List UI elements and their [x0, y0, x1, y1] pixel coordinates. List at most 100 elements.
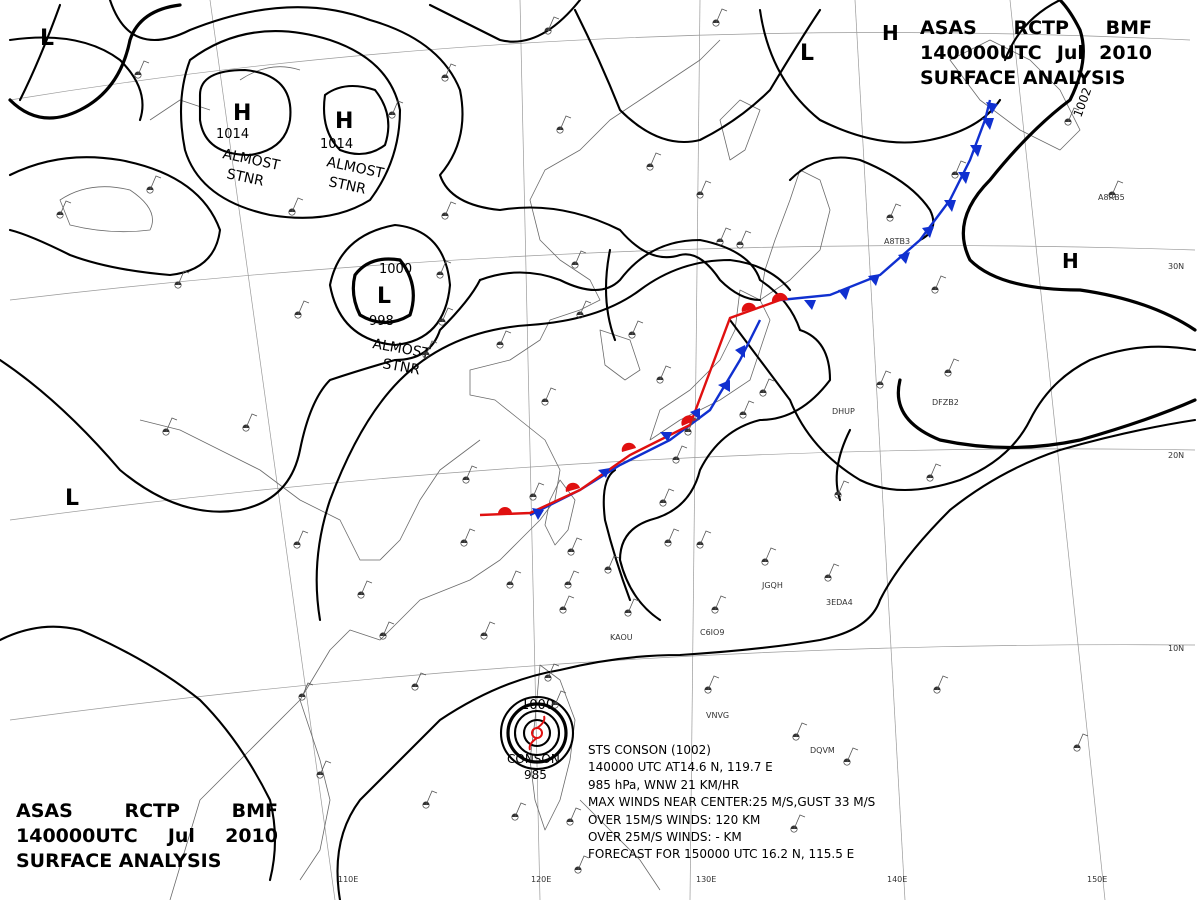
- station-label: A8TB3: [884, 237, 910, 246]
- wind-barb: [547, 663, 560, 679]
- wind-barb: [547, 16, 560, 32]
- wind-barb: [764, 547, 777, 563]
- wind-barb: [1111, 180, 1124, 196]
- pressure-center-high-n: H: [882, 21, 899, 45]
- wind-barb: [177, 270, 190, 286]
- station-marker-fill: [664, 539, 672, 543]
- station-label: VNVG: [706, 711, 729, 720]
- station-marker-fill: [659, 499, 667, 503]
- station-plots: [56, 8, 1124, 874]
- station-marker-fill: [480, 632, 488, 636]
- station-marker-fill: [1064, 118, 1072, 122]
- wind-barb: [137, 60, 150, 76]
- wind-barb: [936, 675, 949, 691]
- wind-barb: [291, 197, 304, 213]
- wind-barb: [569, 807, 582, 823]
- station-marker-fill: [293, 541, 301, 545]
- wind-barb: [301, 682, 314, 698]
- station-marker-fill: [704, 686, 712, 690]
- wind-barb: [795, 722, 808, 738]
- station-label: KAOU: [610, 633, 633, 642]
- coordinate-labels: 30N 20N 10N 110E 120E 130E 140E 150E: [338, 262, 1184, 884]
- station-marker-fill: [843, 758, 851, 762]
- cold-front-triangles: [532, 102, 998, 520]
- station-marker-fill: [506, 581, 514, 585]
- station-marker-fill: [646, 163, 654, 167]
- wind-barb: [439, 260, 452, 276]
- wind-barb: [662, 488, 675, 504]
- storm-info-line: OVER 15M/S WINDS: 120 KM: [588, 812, 761, 827]
- station-marker-fill: [571, 261, 579, 265]
- wind-barb: [425, 340, 438, 356]
- station-marker-fill: [951, 171, 959, 175]
- station-marker-fill: [759, 389, 767, 393]
- wind-barb: [675, 445, 688, 461]
- wind-barb: [554, 690, 567, 706]
- storm-info-block: STS CONSON (1002) 140000 UTC AT14.6 N, 1…: [588, 742, 875, 864]
- lon-label-130e: 130E: [696, 875, 716, 884]
- station-marker-fill: [712, 19, 720, 23]
- station-marker-fill: [438, 318, 446, 322]
- station-marker-fill: [933, 686, 941, 690]
- station-marker-fill: [736, 241, 744, 245]
- isobar-label-1000-storm: 1000: [521, 698, 554, 713]
- station-marker-fill: [441, 74, 449, 78]
- wind-barb: [667, 528, 680, 544]
- wind-barb: [59, 200, 72, 216]
- station-marker-fill: [411, 683, 419, 687]
- wind-barb: [319, 760, 332, 776]
- station-label: C6IO9: [700, 628, 724, 637]
- station-marker-fill: [696, 541, 704, 545]
- wind-barb: [165, 417, 178, 433]
- station-marker-fill: [931, 286, 939, 290]
- pressure-centers: L H H 1014 ALMOST STNR H 1014 ALMOST STN…: [40, 21, 1079, 511]
- wind-barb: [297, 300, 310, 316]
- station-marker-fill: [529, 493, 537, 497]
- wind-barb: [509, 570, 522, 586]
- station-marker-fill: [834, 491, 842, 495]
- ship-station-labels: KAOU C6IO9 JGQH 3EDA4 VNVG DQVM DHUP DFZ…: [610, 193, 1125, 755]
- station-marker-fill: [511, 813, 519, 817]
- station-marker-fill: [242, 424, 250, 428]
- wind-barb: [544, 387, 557, 403]
- wind-barb: [719, 227, 732, 243]
- storm-info-line: 985 hPa, WNW 21 KM/HR: [588, 777, 740, 792]
- storm-info-line: OVER 25M/S WINDS: - KM: [588, 830, 742, 845]
- svg-text:STNR: STNR: [381, 356, 421, 378]
- station-marker-fill: [628, 331, 636, 335]
- station-marker-fill: [56, 211, 64, 215]
- station-label: DHUP: [832, 407, 855, 416]
- wind-barb: [659, 365, 672, 381]
- station-label: DQVM: [810, 746, 835, 755]
- chart-title-bottom: ASAS RCTP BMF 140000UTC Jul 2010 SURFACE…: [16, 799, 278, 874]
- station-marker-fill: [441, 212, 449, 216]
- station-marker-fill: [462, 476, 470, 480]
- wind-barb: [929, 463, 942, 479]
- station-label: 3EDA4: [826, 598, 853, 607]
- pressure-center-low-sw: L: [65, 486, 79, 511]
- title-line-3: SURFACE ANALYSIS: [16, 850, 222, 872]
- svg-text:1014: 1014: [216, 127, 249, 142]
- pressure-center-low-nw: L: [40, 26, 54, 51]
- station-marker-fill: [357, 591, 365, 595]
- station-label: JGQH: [761, 581, 783, 590]
- station-marker-fill: [388, 111, 396, 115]
- storm-info-line: STS CONSON (1002): [588, 743, 711, 757]
- lon-label-110e: 110E: [338, 875, 358, 884]
- svg-text:H: H: [335, 109, 353, 134]
- station-marker-fill: [656, 376, 664, 380]
- wind-barb: [483, 621, 496, 637]
- cold-front-line-east: [779, 99, 992, 302]
- wind-barb: [699, 530, 712, 546]
- coastlines: [59, 39, 1081, 900]
- lat-label-30n: 30N: [1168, 262, 1184, 271]
- wind-barb: [1067, 107, 1080, 123]
- wind-barb: [846, 747, 859, 763]
- station-marker-fill: [574, 866, 582, 870]
- svg-text:998: 998: [369, 314, 394, 329]
- station-marker-fill: [792, 733, 800, 737]
- wind-barb: [245, 413, 258, 429]
- svg-text:H: H: [1062, 249, 1079, 273]
- station-marker-fill: [567, 548, 575, 552]
